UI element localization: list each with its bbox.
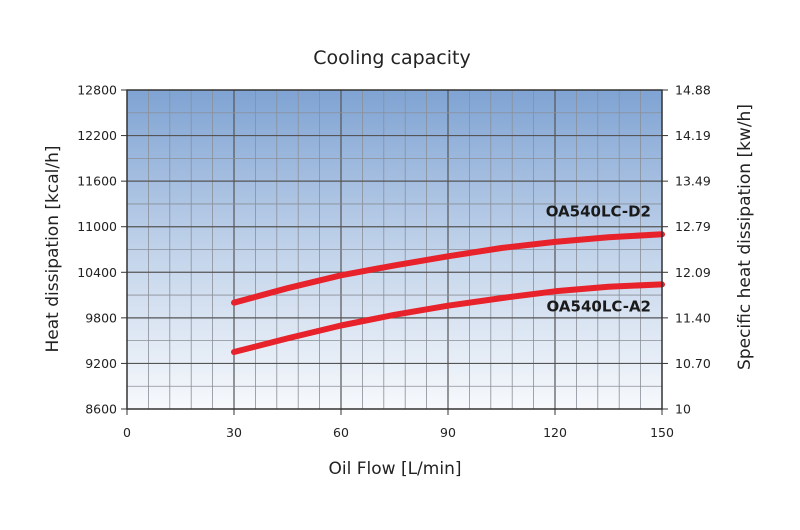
series-label-oa540lc-a2: OA540LC-A2 (547, 297, 651, 315)
y-axis-title-left: Heat dissipation [kcal/h] (43, 146, 63, 353)
x-tick-label: 0 (123, 425, 131, 440)
right-tick-label: 13.49 (675, 174, 711, 189)
left-tick-label: 12200 (77, 128, 117, 143)
right-ticks: 10 10.70 11.40 12.09 12.79 13.49 14.19 14.88 (662, 83, 711, 417)
x-tick-label: 150 (650, 425, 674, 440)
series-line-oa540lc-a2 (231, 281, 665, 355)
left-tick-label: 9200 (85, 356, 117, 371)
left-tick-label: 10400 (77, 265, 117, 280)
grid (127, 90, 662, 409)
x-tick-label: 60 (333, 425, 349, 440)
right-tick-label: 10.70 (675, 356, 711, 371)
plot-frame (126, 89, 663, 410)
right-tick-label: 11.40 (675, 310, 711, 325)
left-tick-label: 11600 (77, 174, 117, 189)
right-tick-label: 12.79 (675, 219, 711, 234)
series-lines (231, 231, 665, 355)
series-label-oa540lc-d2: OA540LC-D2 (546, 202, 651, 220)
right-tick-label: 12.09 (675, 265, 711, 280)
x-ticks: 0 30 60 90 120 150 (123, 409, 674, 440)
series-line-oa540lc-d2 (231, 231, 665, 306)
right-tick-label: 14.88 (675, 83, 711, 98)
left-tick-label: 12800 (77, 83, 117, 98)
left-tick-label: 8600 (85, 402, 117, 417)
left-tick-label: 11000 (77, 219, 117, 234)
x-tick-label: 120 (543, 425, 567, 440)
left-ticks: 8600 9200 9800 10400 11000 11600 12200 12800 (77, 83, 127, 417)
right-tick-label: 14.19 (675, 128, 711, 143)
series-labels: OA540LC-D2 OA540LC-A2 (546, 202, 651, 315)
chart-title: Cooling capacity (313, 47, 470, 69)
right-tick-label: 10 (675, 402, 691, 417)
x-axis-title: Oil Flow [L/min] (329, 459, 462, 479)
left-tick-label: 9800 (85, 310, 117, 325)
x-tick-label: 30 (226, 425, 242, 440)
x-tick-label: 90 (440, 425, 456, 440)
y-axis-title-right: Specific heat dissipation [kw/h] (735, 104, 755, 370)
